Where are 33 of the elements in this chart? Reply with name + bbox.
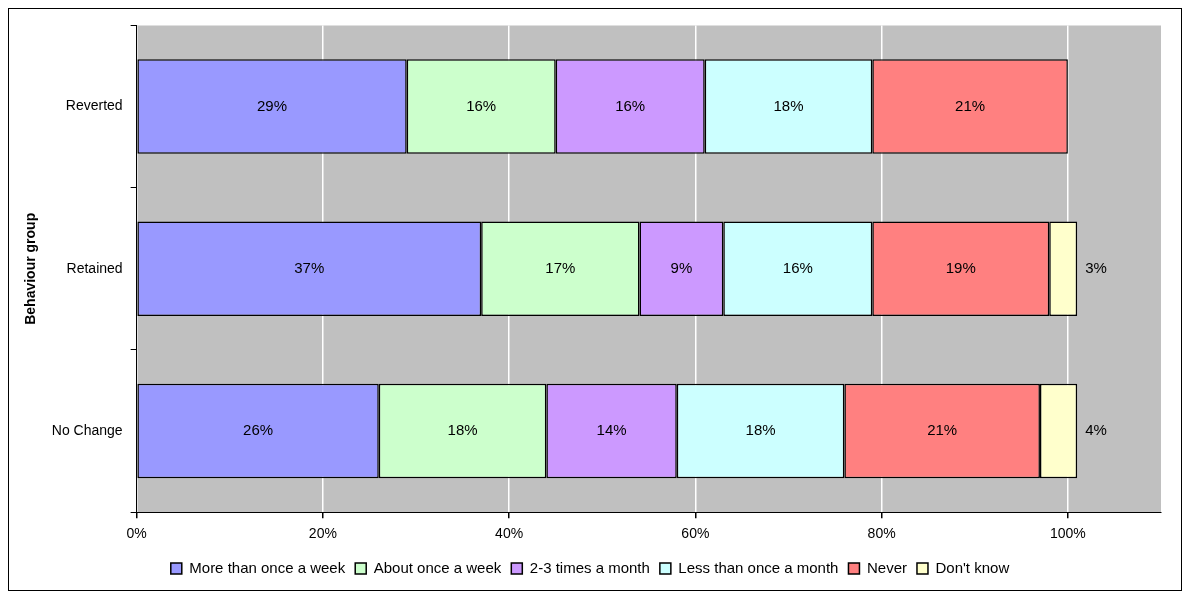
legend-label: Less than once a month <box>678 558 839 576</box>
data-label: 14% <box>596 421 627 439</box>
data-label: 17% <box>545 258 576 276</box>
legend-label: More than once a week <box>189 558 346 576</box>
x-tick-label: 40% <box>495 525 524 542</box>
legend-label: About once a week <box>373 558 502 576</box>
data-label: 29% <box>257 96 288 114</box>
data-label: 37% <box>294 258 325 276</box>
y-tick-label: No Change <box>51 421 123 438</box>
data-label: 26% <box>243 421 274 439</box>
x-tick-label: 0% <box>126 525 147 542</box>
data-label: 21% <box>955 96 986 114</box>
x-tick-label: 20% <box>308 525 337 542</box>
data-label: 4% <box>1085 421 1107 439</box>
data-label: 16% <box>782 258 813 276</box>
data-label: 16% <box>615 96 646 114</box>
data-label: 18% <box>745 421 776 439</box>
data-label: 18% <box>447 421 478 439</box>
y-tick-label: Reverted <box>65 97 123 114</box>
legend-label: Never <box>866 558 907 576</box>
legend-label: Don't know <box>935 558 1010 576</box>
data-label: 9% <box>670 258 693 276</box>
x-tick-label: 100% <box>1049 525 1086 542</box>
data-label: 19% <box>945 258 976 276</box>
data-label: 18% <box>773 96 804 114</box>
y-tick-label: Retained <box>66 259 123 276</box>
y-axis-title: Behaviour group <box>22 212 39 325</box>
x-tick-label: 80% <box>867 525 896 542</box>
legend-label: 2-3 times a month <box>529 558 650 576</box>
data-label: 3% <box>1085 258 1107 276</box>
data-label: 21% <box>927 421 958 439</box>
x-tick-label: 60% <box>681 525 710 542</box>
data-label: 16% <box>466 96 497 114</box>
